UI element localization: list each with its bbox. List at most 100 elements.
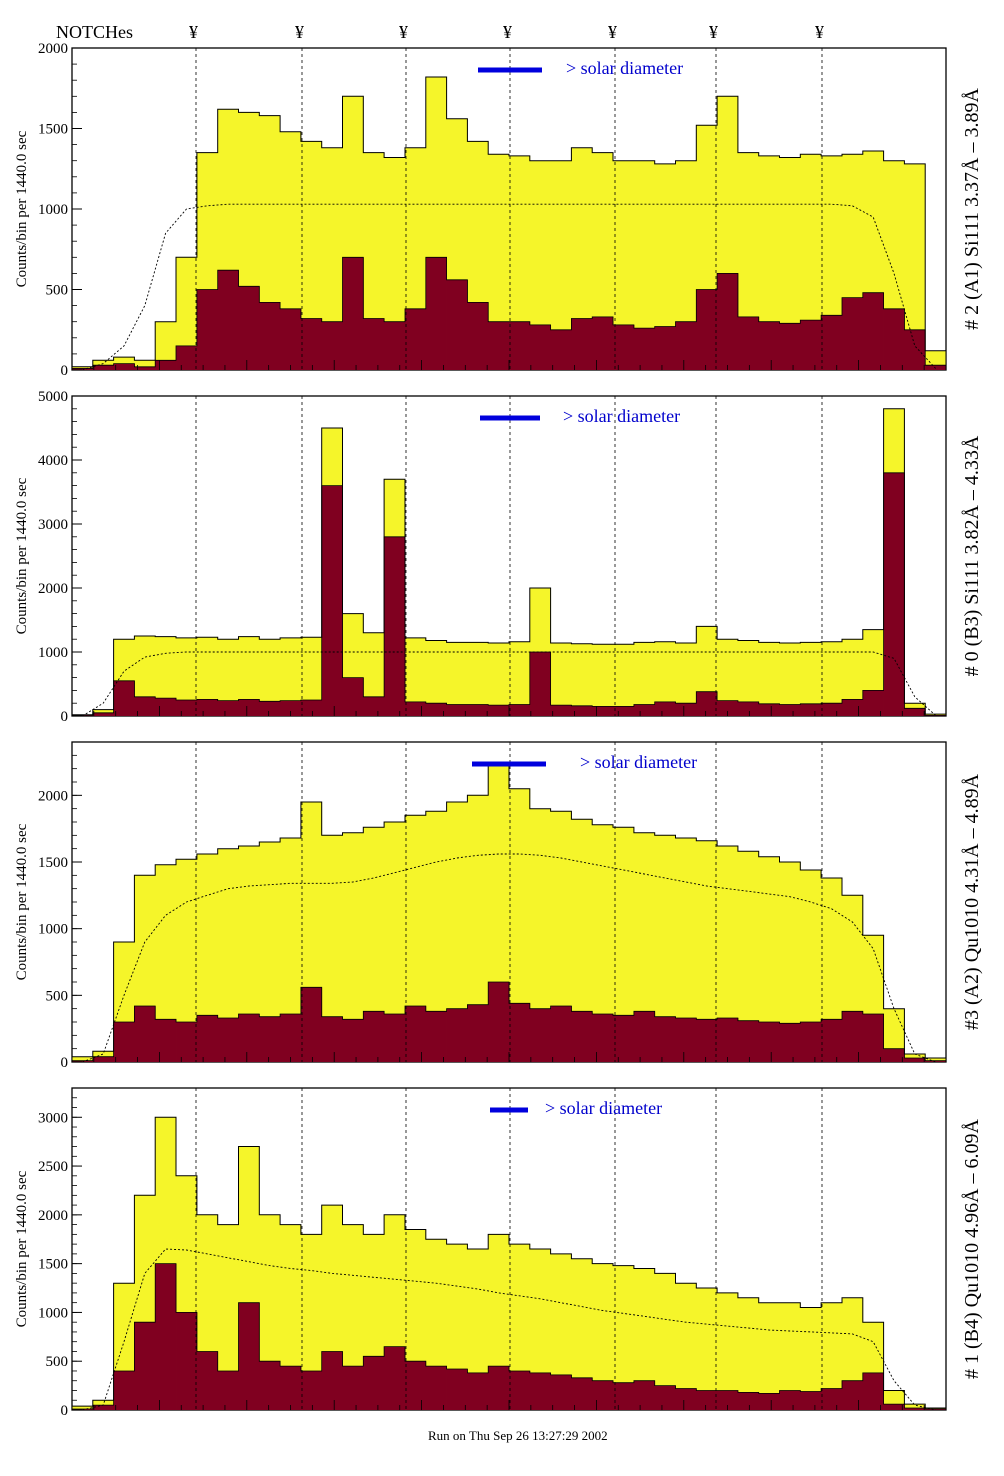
total-bar-36 [800,1307,822,1410]
flare-bar-12 [300,700,323,716]
total-bar-35 [779,862,801,1062]
flare-bar-29 [654,326,676,370]
flare-bar-35 [779,1390,801,1410]
flare-bar-41 [904,1408,926,1410]
y-tick-label: 0 [61,709,69,725]
flare-bar-39 [862,292,884,370]
total-bar-37 [821,878,843,1062]
solar-profile-line [82,651,936,717]
flare-bar-35 [779,704,801,716]
notch-marker-2: ¥ [295,22,304,42]
flare-bar-23 [529,652,552,716]
flare-bar-39 [862,690,884,716]
flare-outline [71,472,947,716]
flare-bar-20 [467,1372,489,1410]
total-bar-1 [72,1056,94,1062]
flare-bar-23 [529,1008,552,1062]
y-tick-label: 1500 [38,1257,68,1273]
total-bar-27 [613,644,635,716]
total-bar-24 [550,1253,572,1410]
total-bar-29 [654,641,676,716]
panel-title: # 0 (B3) Si111 3.82Å – 4.33Å [961,435,983,676]
flare-bar-3 [113,1022,135,1062]
flare-bar-22 [509,1370,531,1410]
flare-bar-9 [238,1302,260,1410]
notch-marker-1: ¥ [189,22,198,42]
total-bar-35 [779,643,801,716]
total-bar-8 [217,848,239,1062]
flare-bar-36 [800,703,822,716]
total-bar-32 [717,1292,739,1410]
flare-bar-29 [654,1385,676,1410]
total-bar-17 [404,637,427,716]
y-tick-label: 1000 [38,202,68,218]
flare-bar-17 [404,1006,427,1062]
y-axis-label: Counts/bin per 1440.0 sec [14,477,30,634]
flare-bar-37 [821,703,843,716]
y-tick-label: 1500 [38,122,68,138]
y-tick-label: 3000 [38,517,68,533]
total-bar-16 [384,157,406,370]
total-bar-28 [633,642,656,716]
y-tick-label: 0 [61,1055,69,1071]
flare-bar-31 [696,1390,718,1410]
total-bar-34 [758,856,780,1062]
y-axis-label: Counts/bin per 1440.0 sec [14,1170,30,1327]
total-bar-28 [633,160,656,370]
y-tick-label: 2000 [38,1208,68,1224]
total-bar-22 [509,1244,531,1410]
total-bar-27 [613,1265,635,1410]
y-tick-label: 2000 [38,788,68,804]
y-tick-label: 2500 [38,1159,68,1175]
total-bar-13 [321,147,343,370]
solar-profile-line [82,1248,936,1411]
y-tick-label: 1000 [38,1305,68,1321]
total-bar-15 [363,152,385,370]
total-bar-4 [134,360,156,370]
total-bar-14 [342,1224,364,1410]
y-axis-label: Counts/bin per 1440.0 sec [14,823,30,980]
total-bar-31 [696,840,718,1062]
flare-bar-27 [613,706,635,716]
flare-bar-15 [363,696,385,716]
total-bar-24 [550,811,572,1062]
total-bar-15 [363,632,385,716]
total-bar-18 [425,811,447,1062]
total-bar-41 [904,163,926,370]
total-bar-36 [800,154,822,370]
flare-bar-24 [550,705,572,716]
flare-bar-32 [717,1390,739,1410]
flare-bar-27 [613,1015,635,1062]
flare-bar-8 [217,700,239,716]
flare-bar-2 [92,712,115,716]
flare-bar-29 [654,701,676,716]
flare-bar-30 [675,703,697,716]
flare-bar-40 [883,472,905,716]
flare-outline [71,256,947,370]
flare-bar-33 [737,1392,760,1410]
total-bar-25 [571,1258,593,1410]
total-bar-24 [550,160,572,370]
flare-bar-24 [550,329,572,370]
flare-bar-21 [488,321,510,370]
total-bar-15 [363,827,385,1062]
total-bar-41 [904,1404,926,1410]
notch-marker-7: ¥ [815,22,824,42]
flare-bar-3 [113,680,135,716]
flare-bar-19 [446,1008,468,1062]
flare-bar-4 [134,1006,156,1062]
total-bar-37 [821,1302,843,1410]
flare-bar-28 [633,1380,656,1410]
flare-bar-37 [821,1388,843,1410]
total-bar-9 [238,846,260,1062]
total-bar-27 [613,827,635,1062]
flare-bar-36 [800,1022,822,1062]
y-tick-label: 500 [46,1354,69,1370]
chart-panel-1: 0 500 1000 1500 2000 Counts/bin per 1440.0 se… [14,41,983,379]
flare-bar-7 [196,699,219,716]
flare-bar-38 [841,699,864,716]
flare-bar-20 [467,704,489,716]
flare-bar-28 [633,704,656,716]
flare-bar-9 [238,699,260,716]
y-tick-label: 1500 [38,855,68,871]
